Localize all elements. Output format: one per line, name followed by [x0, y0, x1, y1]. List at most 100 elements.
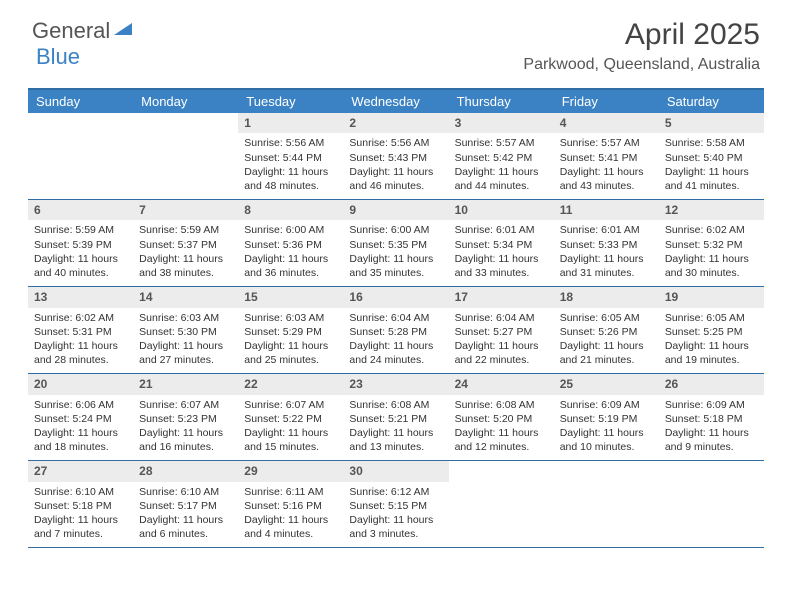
- day-header-row: Sunday Monday Tuesday Wednesday Thursday…: [28, 90, 764, 113]
- day-body: Sunrise: 6:09 AMSunset: 5:18 PMDaylight:…: [659, 395, 764, 461]
- sunrise-text: Sunrise: 5:56 AM: [244, 136, 337, 150]
- day-cell: 23Sunrise: 6:08 AMSunset: 5:21 PMDayligh…: [343, 374, 448, 460]
- daylight-text: Daylight: 11 hours and 48 minutes.: [244, 165, 337, 193]
- sunset-text: Sunset: 5:31 PM: [34, 325, 127, 339]
- day-body: Sunrise: 5:57 AMSunset: 5:41 PMDaylight:…: [554, 133, 659, 199]
- sunrise-text: Sunrise: 6:11 AM: [244, 485, 337, 499]
- daylight-text: Daylight: 11 hours and 3 minutes.: [349, 513, 442, 541]
- daylight-text: Daylight: 11 hours and 24 minutes.: [349, 339, 442, 367]
- day-number: 11: [554, 200, 659, 220]
- day-cell: 6Sunrise: 5:59 AMSunset: 5:39 PMDaylight…: [28, 200, 133, 286]
- day-cell: [133, 113, 238, 199]
- daylight-text: Daylight: 11 hours and 25 minutes.: [244, 339, 337, 367]
- day-body: Sunrise: 6:08 AMSunset: 5:21 PMDaylight:…: [343, 395, 448, 461]
- sunset-text: Sunset: 5:22 PM: [244, 412, 337, 426]
- sunset-text: Sunset: 5:24 PM: [34, 412, 127, 426]
- day-cell: [449, 461, 554, 547]
- day-body: Sunrise: 6:06 AMSunset: 5:24 PMDaylight:…: [28, 395, 133, 461]
- sunrise-text: Sunrise: 6:09 AM: [665, 398, 758, 412]
- day-number: 22: [238, 374, 343, 394]
- day-number: 25: [554, 374, 659, 394]
- sunrise-text: Sunrise: 6:05 AM: [665, 311, 758, 325]
- day-body: Sunrise: 6:10 AMSunset: 5:17 PMDaylight:…: [133, 482, 238, 548]
- day-body: Sunrise: 6:05 AMSunset: 5:26 PMDaylight:…: [554, 308, 659, 374]
- title-block: April 2025 Parkwood, Queensland, Austral…: [523, 18, 760, 74]
- day-body: Sunrise: 6:12 AMSunset: 5:15 PMDaylight:…: [343, 482, 448, 548]
- day-number: 28: [133, 461, 238, 481]
- sunset-text: Sunset: 5:42 PM: [455, 151, 548, 165]
- day-body: Sunrise: 6:05 AMSunset: 5:25 PMDaylight:…: [659, 308, 764, 374]
- day-cell: 19Sunrise: 6:05 AMSunset: 5:25 PMDayligh…: [659, 287, 764, 373]
- day-cell: [554, 461, 659, 547]
- day-body: Sunrise: 5:57 AMSunset: 5:42 PMDaylight:…: [449, 133, 554, 199]
- daylight-text: Daylight: 11 hours and 38 minutes.: [139, 252, 232, 280]
- day-cell: [28, 113, 133, 199]
- daylight-text: Daylight: 11 hours and 15 minutes.: [244, 426, 337, 454]
- day-body: Sunrise: 5:56 AMSunset: 5:44 PMDaylight:…: [238, 133, 343, 199]
- day-number: 8: [238, 200, 343, 220]
- sunset-text: Sunset: 5:16 PM: [244, 499, 337, 513]
- calendar: Sunday Monday Tuesday Wednesday Thursday…: [28, 88, 764, 548]
- daylight-text: Daylight: 11 hours and 7 minutes.: [34, 513, 127, 541]
- day-number: 24: [449, 374, 554, 394]
- day-body: Sunrise: 6:08 AMSunset: 5:20 PMDaylight:…: [449, 395, 554, 461]
- day-body: Sunrise: 6:04 AMSunset: 5:27 PMDaylight:…: [449, 308, 554, 374]
- daylight-text: Daylight: 11 hours and 43 minutes.: [560, 165, 653, 193]
- sunset-text: Sunset: 5:25 PM: [665, 325, 758, 339]
- day-cell: 4Sunrise: 5:57 AMSunset: 5:41 PMDaylight…: [554, 113, 659, 199]
- day-number: 12: [659, 200, 764, 220]
- week-row: 13Sunrise: 6:02 AMSunset: 5:31 PMDayligh…: [28, 287, 764, 374]
- day-cell: 16Sunrise: 6:04 AMSunset: 5:28 PMDayligh…: [343, 287, 448, 373]
- header: General April 2025 Parkwood, Queensland,…: [0, 0, 792, 82]
- sunrise-text: Sunrise: 6:00 AM: [244, 223, 337, 237]
- day-number: 9: [343, 200, 448, 220]
- sunrise-text: Sunrise: 6:04 AM: [349, 311, 442, 325]
- day-cell: 2Sunrise: 5:56 AMSunset: 5:43 PMDaylight…: [343, 113, 448, 199]
- day-number: 26: [659, 374, 764, 394]
- day-number: 5: [659, 113, 764, 133]
- sunset-text: Sunset: 5:40 PM: [665, 151, 758, 165]
- day-number: 10: [449, 200, 554, 220]
- dayhead-sun: Sunday: [28, 90, 133, 113]
- sunrise-text: Sunrise: 6:06 AM: [34, 398, 127, 412]
- sunset-text: Sunset: 5:18 PM: [34, 499, 127, 513]
- day-body: Sunrise: 6:07 AMSunset: 5:23 PMDaylight:…: [133, 395, 238, 461]
- day-cell: 25Sunrise: 6:09 AMSunset: 5:19 PMDayligh…: [554, 374, 659, 460]
- day-number: 4: [554, 113, 659, 133]
- sunset-text: Sunset: 5:35 PM: [349, 238, 442, 252]
- sunset-text: Sunset: 5:27 PM: [455, 325, 548, 339]
- day-body: Sunrise: 5:58 AMSunset: 5:40 PMDaylight:…: [659, 133, 764, 199]
- sunrise-text: Sunrise: 6:03 AM: [244, 311, 337, 325]
- sunrise-text: Sunrise: 5:57 AM: [455, 136, 548, 150]
- daylight-text: Daylight: 11 hours and 19 minutes.: [665, 339, 758, 367]
- sunrise-text: Sunrise: 6:10 AM: [139, 485, 232, 499]
- daylight-text: Daylight: 11 hours and 21 minutes.: [560, 339, 653, 367]
- day-body: Sunrise: 5:59 AMSunset: 5:37 PMDaylight:…: [133, 220, 238, 286]
- sunset-text: Sunset: 5:28 PM: [349, 325, 442, 339]
- daylight-text: Daylight: 11 hours and 46 minutes.: [349, 165, 442, 193]
- day-body: Sunrise: 6:07 AMSunset: 5:22 PMDaylight:…: [238, 395, 343, 461]
- logo-word1: General: [32, 18, 110, 44]
- daylight-text: Daylight: 11 hours and 16 minutes.: [139, 426, 232, 454]
- daylight-text: Daylight: 11 hours and 22 minutes.: [455, 339, 548, 367]
- daylight-text: Daylight: 11 hours and 6 minutes.: [139, 513, 232, 541]
- day-body: Sunrise: 6:04 AMSunset: 5:28 PMDaylight:…: [343, 308, 448, 374]
- sunset-text: Sunset: 5:17 PM: [139, 499, 232, 513]
- daylight-text: Daylight: 11 hours and 9 minutes.: [665, 426, 758, 454]
- month-title: April 2025: [523, 18, 760, 52]
- dayhead-wed: Wednesday: [343, 90, 448, 113]
- day-number: 15: [238, 287, 343, 307]
- day-number: 29: [238, 461, 343, 481]
- daylight-text: Daylight: 11 hours and 27 minutes.: [139, 339, 232, 367]
- day-body: Sunrise: 6:02 AMSunset: 5:31 PMDaylight:…: [28, 308, 133, 374]
- day-cell: 13Sunrise: 6:02 AMSunset: 5:31 PMDayligh…: [28, 287, 133, 373]
- day-cell: 7Sunrise: 5:59 AMSunset: 5:37 PMDaylight…: [133, 200, 238, 286]
- day-number: 21: [133, 374, 238, 394]
- sunrise-text: Sunrise: 6:01 AM: [455, 223, 548, 237]
- day-number: 2: [343, 113, 448, 133]
- daylight-text: Daylight: 11 hours and 30 minutes.: [665, 252, 758, 280]
- day-cell: 1Sunrise: 5:56 AMSunset: 5:44 PMDaylight…: [238, 113, 343, 199]
- day-body: Sunrise: 6:03 AMSunset: 5:30 PMDaylight:…: [133, 308, 238, 374]
- day-body: Sunrise: 6:11 AMSunset: 5:16 PMDaylight:…: [238, 482, 343, 548]
- sunrise-text: Sunrise: 6:04 AM: [455, 311, 548, 325]
